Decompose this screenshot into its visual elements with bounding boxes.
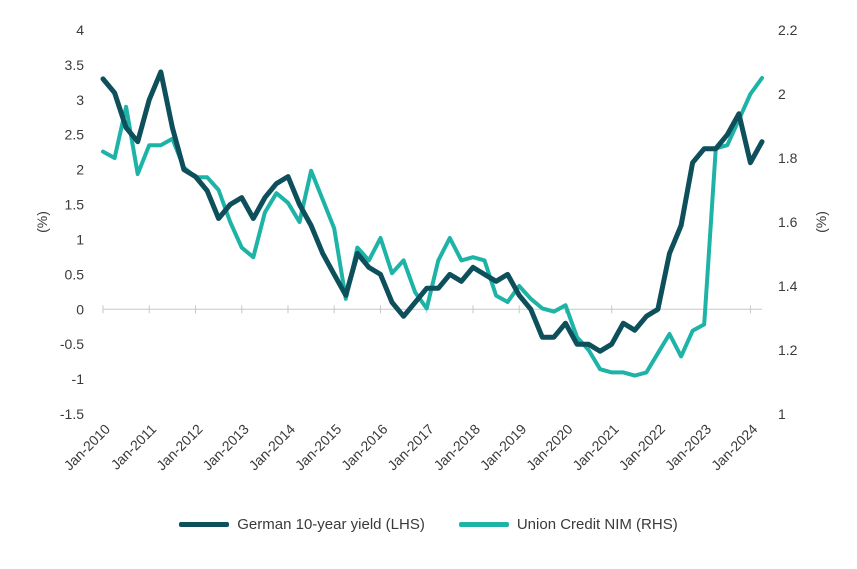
- left-tick-label: -0.5: [60, 336, 84, 352]
- left-tick-label: 1: [76, 231, 84, 247]
- legend-swatch-german-yield: [179, 521, 230, 527]
- left-tick-label: -1.5: [60, 406, 84, 422]
- right-tick-label: 1.2: [778, 342, 798, 358]
- x-tick-label: Jan-2023: [662, 421, 715, 474]
- left-tick-label: 2: [76, 162, 84, 178]
- right-tick-label: 1.8: [778, 150, 798, 166]
- series-line-union-credit-nim: [101, 76, 764, 378]
- right-tick-label: 1.4: [778, 278, 798, 294]
- left-tick-label: 1.5: [65, 197, 85, 213]
- right-axis-label: (%): [813, 211, 829, 233]
- x-tick-label: Jan-2017: [384, 421, 437, 474]
- x-axis-ticks: Jan-2010Jan-2011Jan-2012Jan-2013Jan-2014…: [61, 305, 761, 473]
- series-group: [100, 69, 765, 378]
- right-tick-label: 2.2: [778, 22, 798, 38]
- x-tick-label: Jan-2016: [338, 421, 391, 474]
- left-tick-label: 4: [76, 22, 84, 38]
- left-tick-label: 2.5: [65, 127, 85, 143]
- right-tick-label: 1.6: [778, 214, 798, 230]
- x-tick-label: Jan-2019: [477, 421, 530, 474]
- left-tick-label: 0.5: [65, 266, 85, 282]
- legend-item-union-credit-nim: Union Credit NIM (RHS): [458, 515, 678, 533]
- x-tick-label: Jan-2012: [153, 421, 206, 474]
- x-tick-label: Jan-2020: [523, 421, 576, 474]
- left-axis-ticks: -1.5 -1 -0.5 0 0.5 1 1.5 2 2.5 3 3.5 4: [60, 22, 84, 422]
- x-tick-label: Jan-2018: [430, 421, 483, 474]
- x-tick-label: Jan-2021: [569, 421, 622, 474]
- x-tick-label: Jan-2015: [292, 421, 345, 474]
- x-tick-label: Jan-2010: [61, 421, 114, 474]
- left-tick-label: 3: [76, 92, 84, 108]
- x-tick-label: Jan-2024: [708, 421, 761, 474]
- x-tick-label: Jan-2022: [615, 421, 668, 474]
- legend-swatch-union-credit-nim: [458, 521, 509, 527]
- x-tick-label: Jan-2011: [108, 421, 160, 473]
- series-line-german-yield: [100, 69, 765, 354]
- legend-item-german-yield: German 10-year yield (LHS): [179, 516, 425, 533]
- right-tick-label: 1: [778, 406, 786, 422]
- legend-label-german-yield: German 10-year yield (LHS): [237, 515, 425, 533]
- right-tick-label: 2: [778, 86, 786, 102]
- left-tick-label: 0: [76, 301, 84, 317]
- right-axis-ticks: 1 1.2 1.4 1.6 1.8 2 2.2: [778, 22, 798, 422]
- left-tick-label: -1: [72, 371, 85, 387]
- legend: German 10-year yield (LHS) Union Credit …: [0, 512, 857, 536]
- left-axis-label: (%): [34, 211, 50, 233]
- legend-label-union-credit-nim: Union Credit NIM (RHS): [516, 515, 678, 533]
- x-tick-label: Jan-2013: [199, 421, 252, 474]
- line-chart: -1.5 -1 -0.5 0 0.5 1 1.5 2 2.5 3 3.5 4 1 1.2 1.4 1.6 1.…: [34, 22, 829, 473]
- left-tick-label: 3.5: [65, 57, 85, 73]
- x-tick-label: Jan-2014: [246, 421, 299, 474]
